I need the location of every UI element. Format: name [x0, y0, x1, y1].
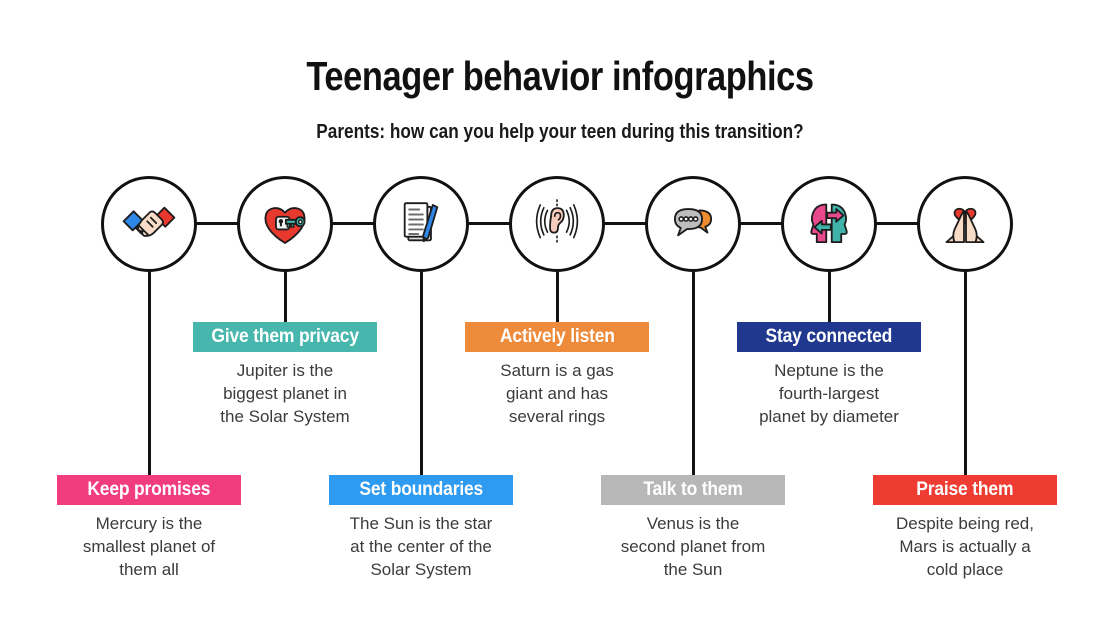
step-circle — [917, 176, 1013, 272]
step-label-badge: Give them privacy — [193, 322, 377, 352]
step-label-badge: Actively listen — [465, 322, 649, 352]
step-description: Mercury is the smallest planet of them a… — [82, 514, 216, 579]
step-circle — [645, 176, 741, 272]
step-connector — [555, 268, 559, 324]
step-description: Neptune is the fourth-largest planet by … — [759, 361, 899, 426]
chat-bubbles-icon — [673, 208, 713, 237]
step-connector — [283, 268, 287, 324]
step-label-badge: Set boundaries — [329, 475, 513, 505]
step-connector — [419, 268, 423, 477]
step-label: Set boundaries — [359, 479, 483, 500]
step-connector — [691, 268, 695, 477]
step-circle — [237, 176, 333, 272]
step-connector — [963, 268, 967, 477]
step-circle — [373, 176, 469, 272]
step-label: Actively listen — [499, 326, 615, 347]
step-label-badge: Praise them — [873, 475, 1057, 505]
step-description: Despite being red, Mars is actually a co… — [896, 514, 1034, 579]
step-circle — [781, 176, 877, 272]
step-label: Stay connected — [765, 326, 893, 347]
page-title: Teenager behavior infographics — [306, 53, 814, 99]
step-label: Keep promises — [87, 479, 211, 500]
heart-lock-key-icon — [264, 207, 306, 244]
step-description: Venus is the second planet from the Sun — [620, 514, 766, 579]
notes-pen-icon — [403, 202, 439, 243]
step-label-badge: Stay connected — [737, 322, 921, 352]
step-description: The Sun is the star at the center of the… — [349, 514, 493, 579]
step-label: Talk to them — [643, 479, 743, 500]
step-label-badge: Talk to them — [601, 475, 785, 505]
page-subtitle: Parents: how can you help your teen duri… — [316, 121, 804, 143]
step-connector — [147, 268, 151, 477]
listening-ear-icon — [535, 199, 579, 244]
step-description: Saturn is a gas giant and has several ri… — [500, 361, 614, 426]
step-label: Give them privacy — [211, 326, 359, 347]
step-description: Jupiter is the biggest planet in the Sol… — [220, 361, 350, 426]
step-circle — [509, 176, 605, 272]
praying-hands-icon — [945, 207, 985, 244]
step-connector — [827, 268, 831, 324]
step-label-badge: Keep promises — [57, 475, 241, 505]
step-label: Praise them — [916, 479, 1014, 500]
step-circle — [101, 176, 197, 272]
connected-minds-icon — [810, 203, 848, 244]
handshake-icon — [122, 206, 176, 237]
